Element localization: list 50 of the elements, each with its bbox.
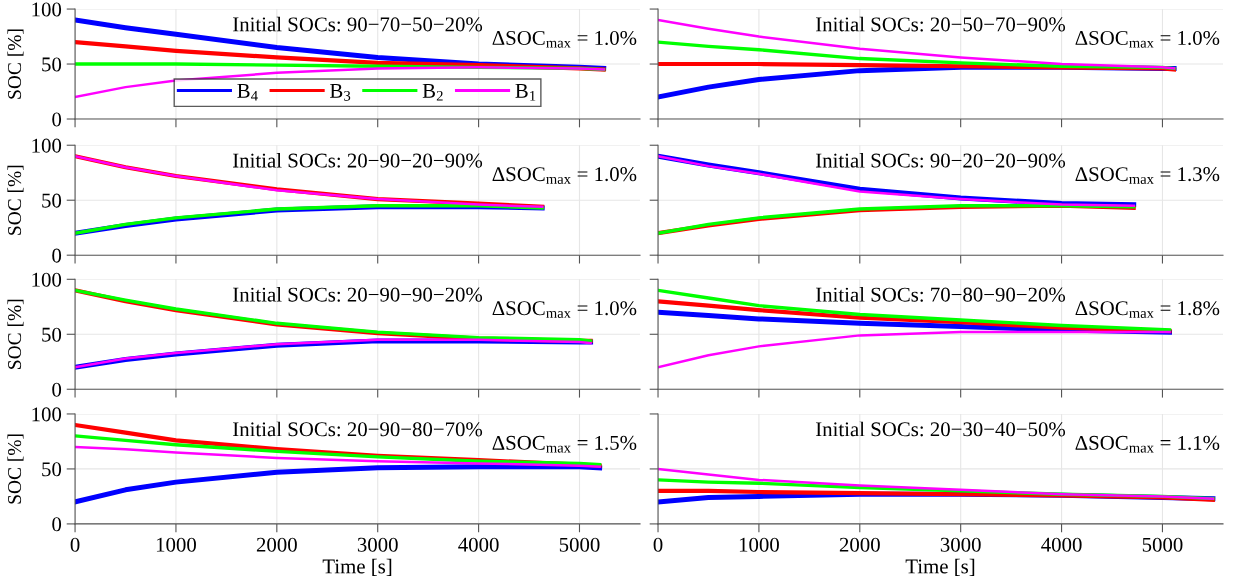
y-tick-label: 50 [42, 57, 62, 72]
x-tick-label: 2000 [839, 537, 880, 552]
annotation: Initial SOCs: 20−90−20−90% [233, 152, 483, 168]
x-axis-title: Time [s] [905, 558, 975, 577]
y-tick-label: 0 [52, 382, 62, 397]
y-tick-label: 100 [32, 138, 62, 153]
x-tick-label: 5000 [559, 537, 600, 552]
annotation: Initial SOCs: 20−50−70−90% [815, 16, 1066, 32]
x-tick-label: 3000 [940, 537, 981, 552]
y-tick-label: 0 [52, 517, 62, 532]
legend-label: B$_{4}$ [237, 84, 258, 101]
annotation: ΔSOC$_{max}$ = 1.3% [1075, 167, 1220, 184]
annotation: Initial SOCs: 90−70−50−20% [233, 16, 483, 32]
y-axis-title: SOC [%] [7, 29, 24, 99]
y-tick-label: 100 [32, 2, 62, 17]
annotation: ΔSOC$_{max}$ = 1.5% [492, 435, 637, 453]
y-tick-label: 0 [52, 112, 62, 127]
annotation: ΔSOC$_{max}$ = 1.0% [492, 30, 637, 48]
annotation: ΔSOC$_{max}$ = 1.8% [1075, 301, 1220, 319]
annotation: Initial SOCs: 20−90−90−20% [233, 287, 483, 302]
y-tick-label: 50 [42, 193, 62, 208]
x-tick-label: 1000 [739, 537, 779, 552]
y-tick-label: 50 [42, 462, 62, 477]
x-tick-label: 0 [70, 537, 80, 552]
x-tick-label: 0 [653, 537, 663, 552]
y-axis-title: SOC [%] [7, 165, 24, 235]
x-tick-label: 5000 [1142, 537, 1183, 552]
annotation: ΔSOC$_{max}$ = 1.0% [1075, 30, 1220, 48]
legend-label: B$_{2}$ [422, 84, 443, 101]
annotation: ΔSOC$_{max}$ = 1.0% [492, 301, 637, 319]
legend-label: B$_{3}$ [330, 84, 351, 101]
annotation: ΔSOC$_{max}$ = 1.0% [492, 167, 637, 184]
x-axis-title: Time [s] [322, 558, 392, 577]
x-tick-label: 3000 [357, 537, 398, 552]
y-tick-label: 50 [42, 327, 62, 342]
y-axis-title: SOC [%] [7, 434, 24, 504]
annotation: ΔSOC$_{max}$ = 1.1% [1075, 435, 1220, 453]
x-tick-label: 1000 [156, 537, 196, 552]
x-tick-label: 2000 [256, 537, 297, 552]
x-tick-label: 4000 [458, 537, 499, 552]
y-tick-label: 100 [32, 407, 62, 422]
legend-label: B$_{1}$ [515, 84, 536, 101]
annotation: Initial SOCs: 20−30−40−50% [815, 421, 1066, 437]
annotation: Initial SOCs: 90−20−20−90% [815, 152, 1066, 168]
y-tick-label: 100 [32, 272, 62, 287]
y-tick-label: 0 [52, 248, 62, 263]
annotation: Initial SOCs: 20−90−80−70% [233, 421, 483, 437]
y-axis-title: SOC [%] [7, 299, 24, 369]
x-tick-label: 4000 [1041, 537, 1082, 552]
annotation: Initial SOCs: 70−80−90−20% [815, 287, 1066, 302]
